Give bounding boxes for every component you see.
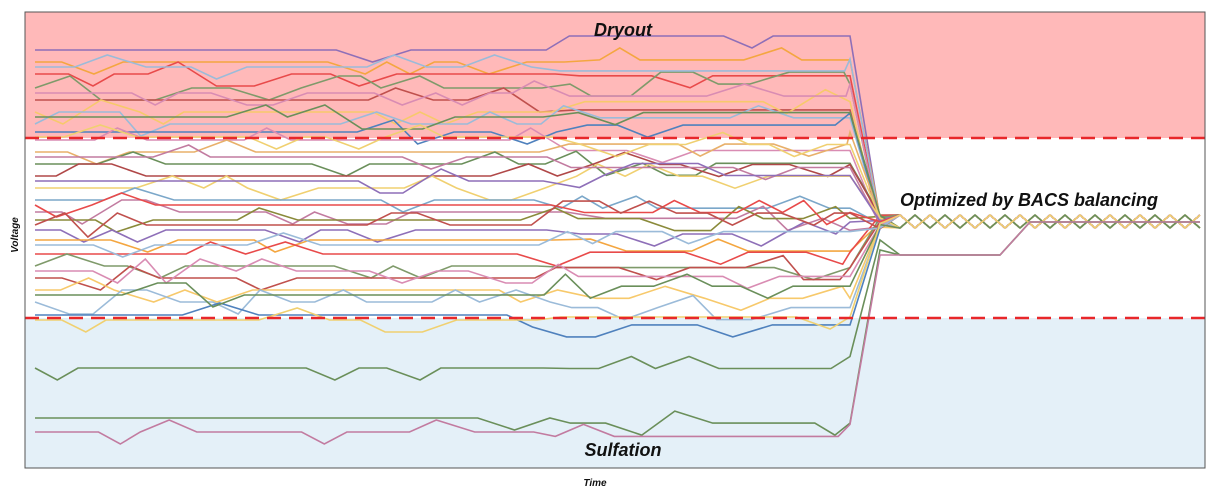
voltage-line <box>34 221 1200 381</box>
voltage-line <box>35 221 1200 437</box>
x-axis-label: Time <box>583 478 607 489</box>
sulfation-label: Sulfation <box>585 440 662 460</box>
sulfation-zone <box>25 318 1205 468</box>
voltage-line <box>35 221 1200 445</box>
dryout-label: Dryout <box>594 20 653 40</box>
plot-frame <box>24 11 1206 469</box>
y-axis-label: Voltage <box>10 217 21 253</box>
voltage-line <box>35 213 1201 308</box>
annotation: Optimized by BACS balancing <box>900 190 1158 210</box>
normal-zone <box>25 138 1205 318</box>
voltage-lines <box>34 35 1201 445</box>
